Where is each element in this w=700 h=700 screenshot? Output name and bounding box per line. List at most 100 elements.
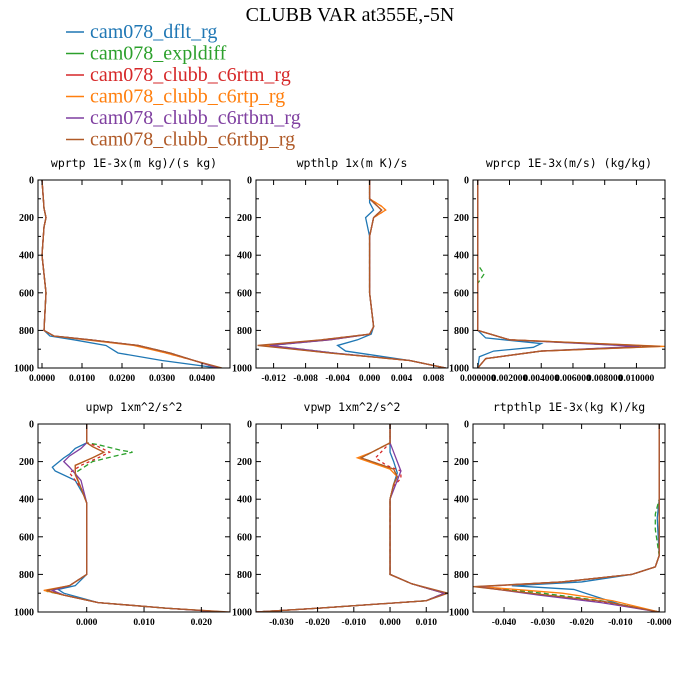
y-tick-label: 200 [237,457,252,468]
y-tick-label: 800 [19,326,34,337]
x-tick-label: -0.040 [492,618,517,628]
series-group [257,180,446,368]
plot-frame [37,423,231,613]
y-tick-label: 600 [19,532,34,543]
series-group [41,180,223,368]
legend-label: cam078_clubb_c6rtbm_rg [90,107,301,129]
panel-title: wprcp 1E-3x(m/s) (kg/kg) [486,156,652,170]
y-tick-label: 600 [454,532,469,543]
x-tick-label: 0.010000 [619,374,655,384]
x-tick-label: 0.004000 [523,374,559,384]
x-tick-label: 0.004 [391,374,413,384]
legend-entry: cam078_clubb_c6rtbm_rg [66,107,301,129]
legend: cam078_dflt_rgcam078_expldiffcam078_club… [66,21,301,151]
series-line [473,424,660,612]
y-tick-label: 200 [19,213,34,224]
x-tick-label: 0.000000 [460,374,496,384]
y-tick-label: 1000 [14,364,34,375]
panels: wprtp 1E-3x(m kg)/(s kg) 0 200 400 600 800 100… [14,156,672,628]
panel: upwp 1xm^2/s^2 0 200 400 600 800 1000 0.000 0.01… [14,400,231,628]
plot-frame [37,179,231,369]
panel-title: rtpthlp 1E-3x(kg K)/kg [493,400,645,414]
legend-label: cam078_dflt_rg [90,21,217,43]
panel-title: wpthlp 1x(m K)/s [297,156,408,170]
panel: wprtp 1E-3x(m kg)/(s kg) 0 200 400 600 800 100… [14,156,231,384]
series-line [256,424,448,612]
y-tick-label: 1000 [449,364,469,375]
y-tick-label: 400 [454,251,469,262]
series-line [256,424,447,612]
panel: vpwp 1xm^2/s^2 0 200 400 600 800 1000 -0.030 -0.… [232,400,449,628]
series-group [473,424,660,612]
panel-title: upwp 1xm^2/s^2 [86,400,183,414]
series-line [477,180,544,368]
series-line [480,424,660,612]
x-tick-label: 0.0000 [29,374,55,384]
y-tick-label: 1000 [449,608,469,619]
x-tick-label: -0.030 [531,618,556,628]
y-tick-label: 0 [464,420,469,431]
series-line [41,180,219,368]
y-tick-label: 400 [237,251,252,262]
y-tick-label: 400 [19,251,34,262]
x-tick-label: 0.000 [359,374,381,384]
plot-frame [255,179,449,369]
panel: wpthlp 1x(m K)/s02004006008001000-0.012-… [232,156,449,384]
y-tick-label: 1000 [14,608,34,619]
y-tick-label: 800 [19,570,34,581]
x-tick-label: -0.000 [647,618,672,628]
x-tick-label: 0.010 [133,618,155,628]
legend-label: cam078_clubb_c6rtbp_rg [90,129,295,151]
x-tick-label: -0.020 [305,618,330,628]
series-group [43,424,230,612]
y-tick-label: 800 [237,570,252,581]
legend-label: cam078_clubb_c6rtm_rg [90,64,291,86]
legend-entry: cam078_expldiff [66,43,227,65]
x-tick-label: -0.010 [608,618,633,628]
y-tick-label: 400 [19,495,34,506]
x-tick-label: 0.0400 [189,374,215,384]
x-tick-label: 0.008 [423,374,445,384]
x-tick-label: -0.008 [293,374,318,384]
legend-label: cam078_clubb_c6rtp_rg [90,86,285,108]
series-line [480,424,660,612]
series-group [477,180,665,368]
panel-title: wprtp 1E-3x(m kg)/(s kg) [51,156,217,170]
x-tick-label: 0.000 [76,618,98,628]
series-line [256,424,447,612]
series-line [41,180,219,368]
y-tick-label: 400 [237,495,252,506]
figure-title: CLUBB VAR at355E,-5N [246,4,455,26]
y-tick-label: 0 [464,176,469,187]
plot-frame [472,423,666,613]
series-line [46,424,230,612]
y-tick-label: 200 [454,457,469,468]
series-line [256,424,447,612]
x-tick-label: 0.020 [191,618,213,628]
legend-label: cam078_expldiff [90,43,227,65]
y-tick-label: 200 [237,213,252,224]
panel: rtpthlp 1E-3x(kg K)/kg 0 200 400 600 800 1000 -… [449,400,672,628]
x-tick-label: 0.010 [416,618,438,628]
series-line [41,180,219,368]
x-tick-label: -0.004 [325,374,350,384]
y-tick-label: 200 [454,213,469,224]
panel: wprcp 1E-3x(m/s) (kg/kg) 0 200 400 600 800 100… [449,156,666,384]
series-line [256,424,447,612]
series-group [256,424,448,612]
series-line [51,424,225,612]
y-tick-label: 600 [19,288,34,299]
y-tick-label: 200 [19,457,34,468]
y-tick-label: 0 [29,420,34,431]
plot-frame [255,423,449,613]
series-line [256,424,447,612]
x-tick-label: 0.0200 [109,374,135,384]
x-tick-label: 0.002000 [492,374,528,384]
x-tick-label: 0.006000 [555,374,591,384]
y-tick-label: 0 [29,176,34,187]
series-line [476,424,660,612]
series-line [336,180,446,368]
x-tick-label: 0.0100 [69,374,95,384]
y-tick-label: 1000 [232,364,252,375]
